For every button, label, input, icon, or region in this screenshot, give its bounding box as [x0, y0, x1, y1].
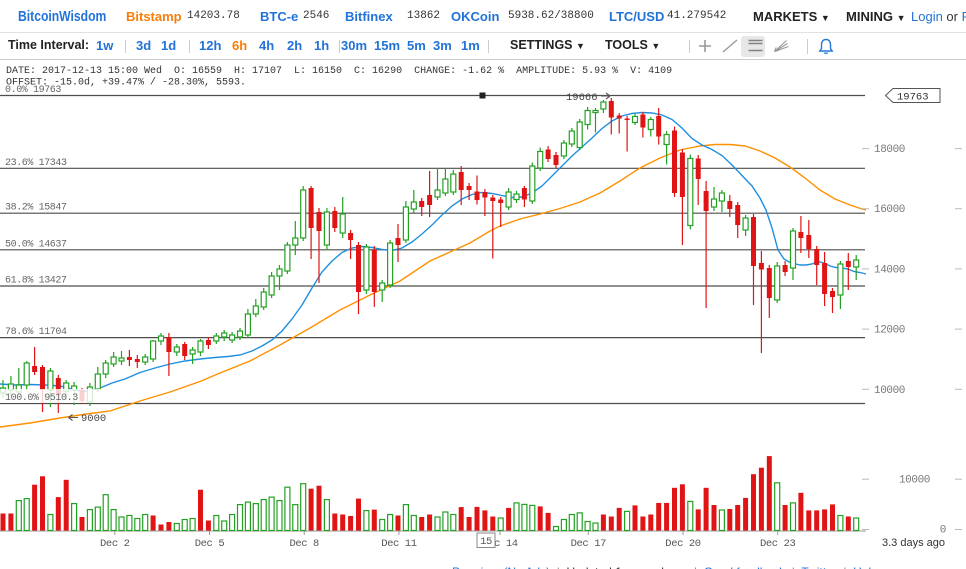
svg-text:18000: 18000: [874, 144, 905, 156]
svg-text:3.3 days ago: 3.3 days ago: [882, 537, 945, 549]
svg-text:61.8% 13427: 61.8% 13427: [5, 276, 67, 287]
svg-text:15: 15: [480, 536, 492, 548]
svg-text:12000: 12000: [874, 325, 905, 337]
svg-text:0.0% 19763: 0.0% 19763: [5, 85, 61, 96]
svg-text:Dec 23: Dec 23: [760, 538, 796, 550]
svg-text:Dec 11: Dec 11: [381, 538, 417, 550]
svg-text:Dec 2: Dec 2: [100, 538, 130, 550]
svg-text:23.6% 17343: 23.6% 17343: [5, 158, 67, 169]
svg-text:50.0% 14637: 50.0% 14637: [5, 239, 67, 250]
svg-text:DATE: 2017-12-13 15:00 Wed O:: DATE: 2017-12-13 15:00 Wed O: 16559 H: 1…: [6, 65, 672, 77]
svg-text:78.6% 11704: 78.6% 11704: [5, 327, 67, 338]
svg-text:10000: 10000: [899, 475, 930, 487]
svg-text:OFFSET: -15.0d, +39.47% / -28.: OFFSET: -15.0d, +39.47% / -28.30%, 5593.: [6, 77, 246, 89]
svg-text:0: 0: [940, 525, 946, 537]
svg-text:Dec 20: Dec 20: [665, 538, 701, 550]
svg-text:16000: 16000: [874, 204, 905, 216]
svg-text:14000: 14000: [874, 264, 905, 276]
svg-text:19763: 19763: [897, 92, 929, 104]
svg-text:Dec 8: Dec 8: [289, 538, 319, 550]
svg-text:10000: 10000: [874, 385, 905, 397]
svg-text:9000: 9000: [81, 413, 106, 425]
svg-text:Dec 5: Dec 5: [195, 538, 225, 550]
svg-text:100.0% 9510.3: 100.0% 9510.3: [5, 393, 78, 404]
svg-text:Dec 17: Dec 17: [571, 538, 607, 550]
svg-text:38.2% 15847: 38.2% 15847: [5, 203, 67, 214]
svg-text:19666: 19666: [566, 92, 598, 104]
